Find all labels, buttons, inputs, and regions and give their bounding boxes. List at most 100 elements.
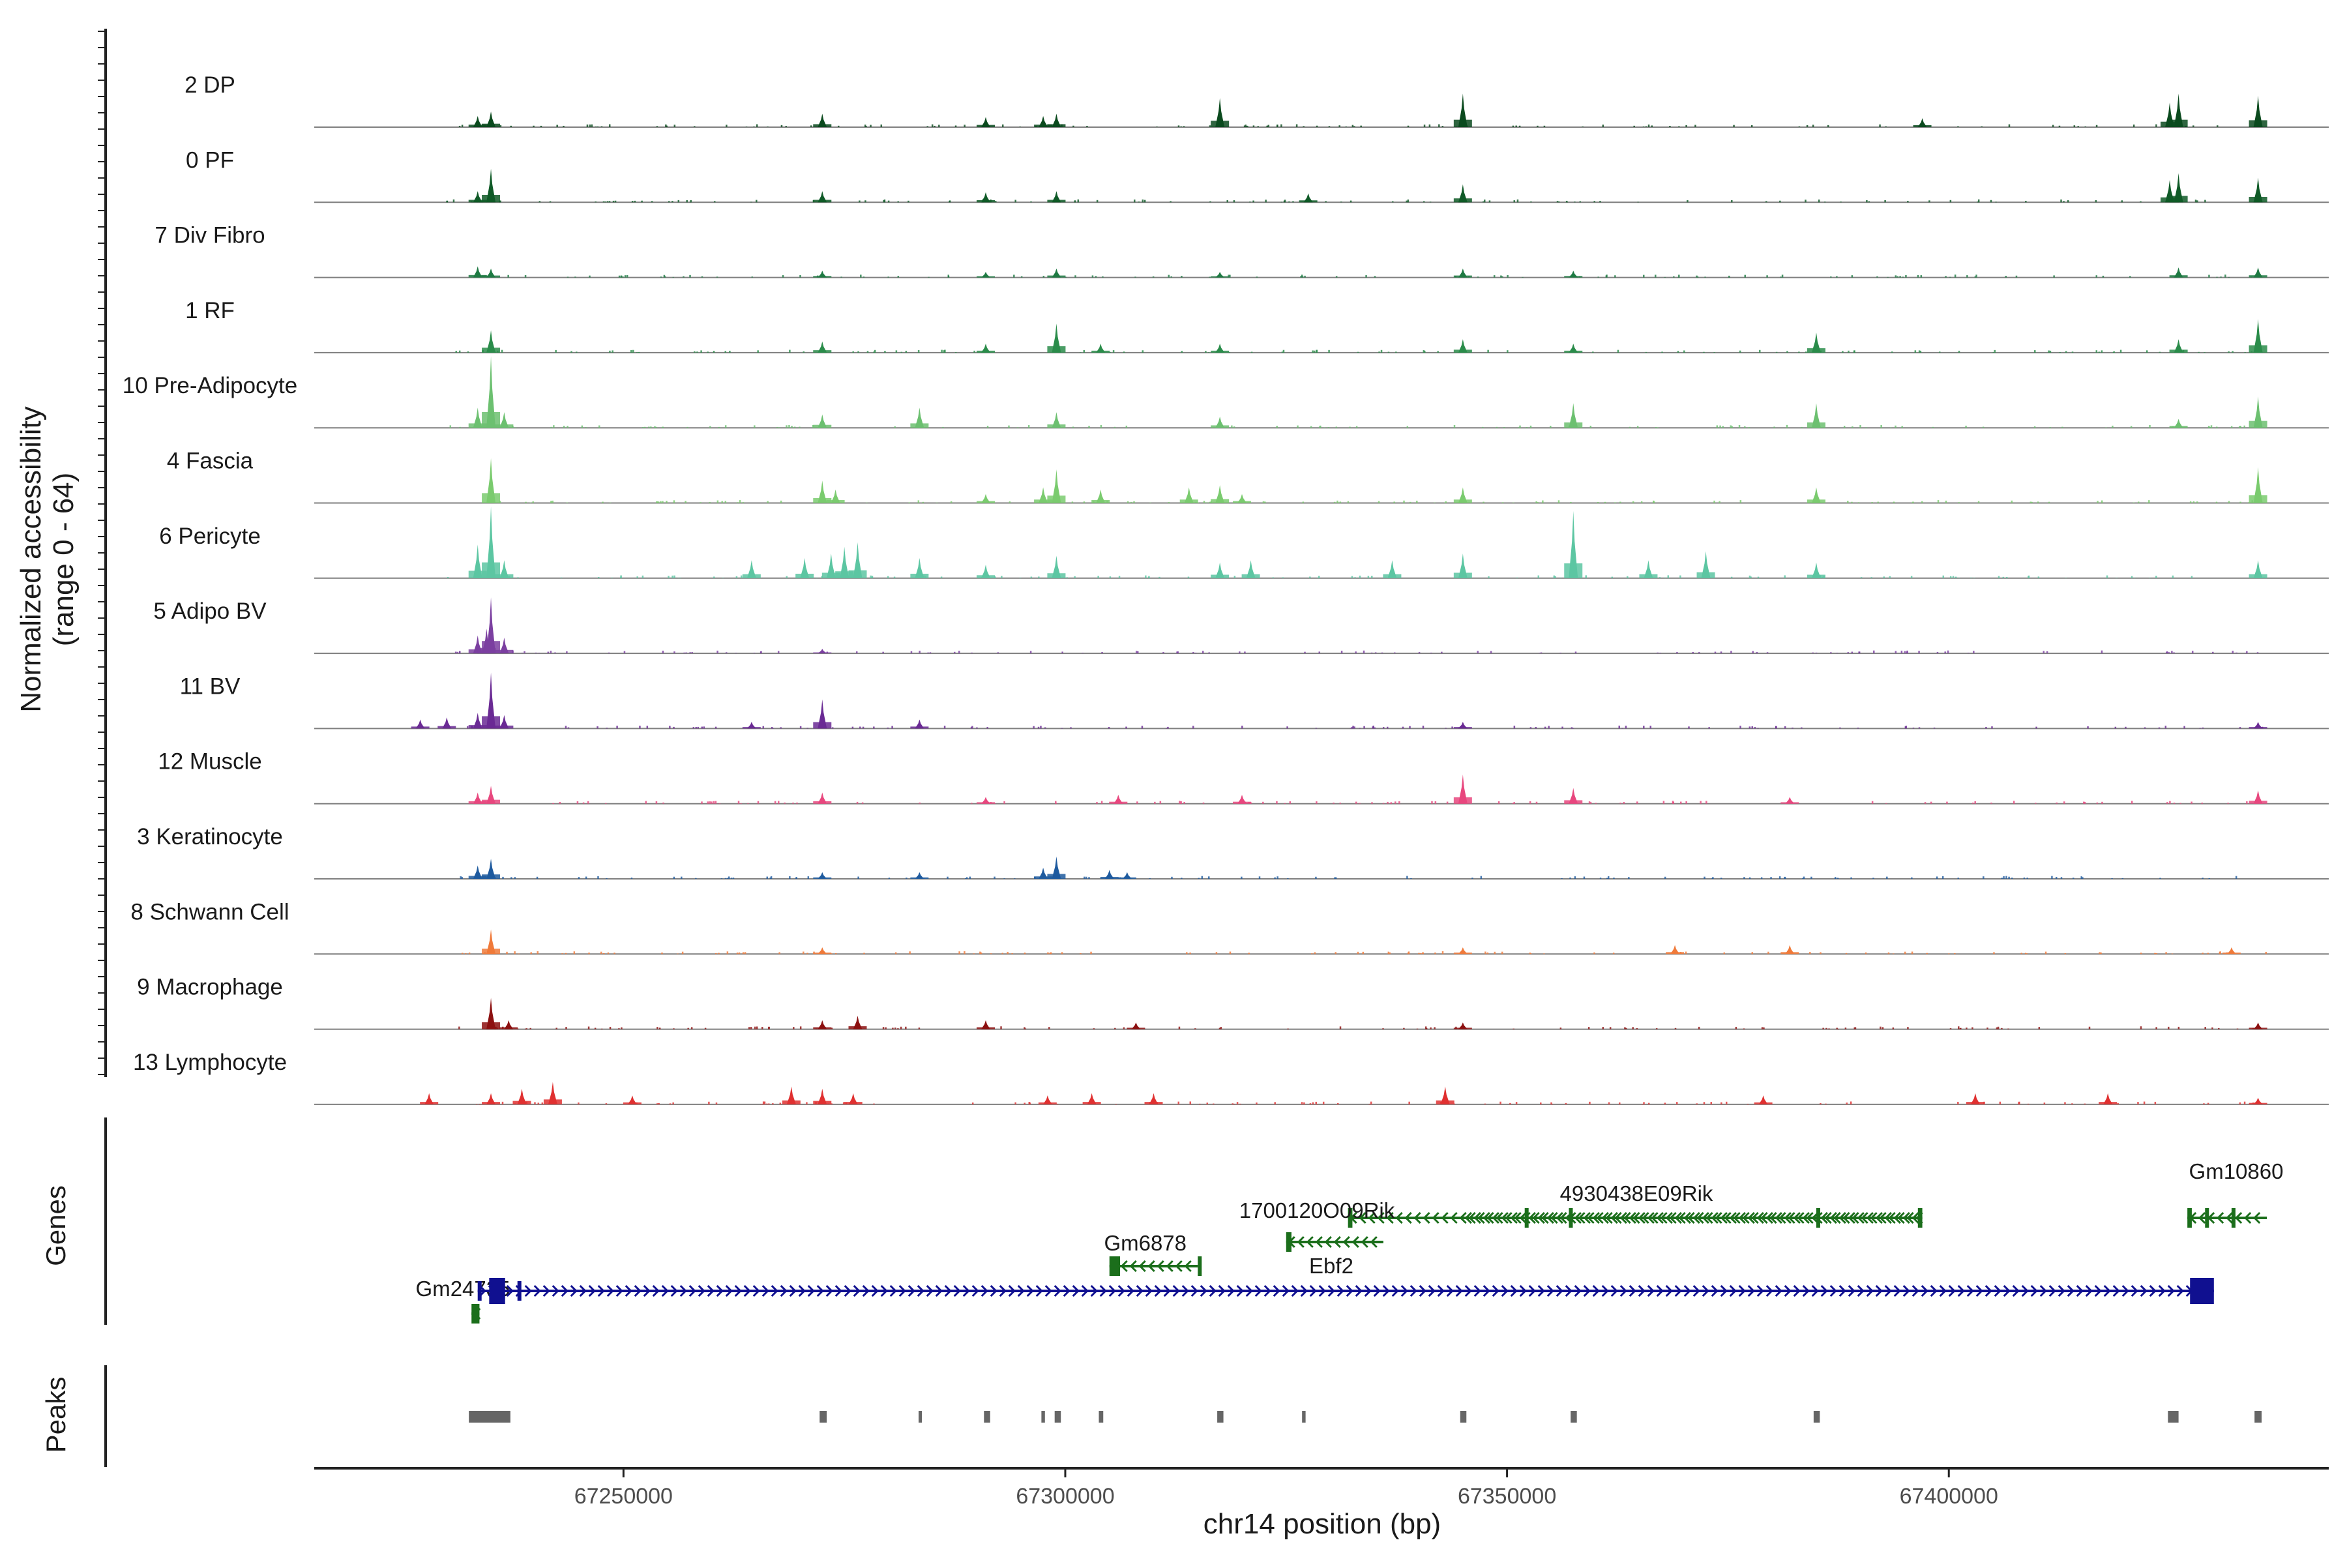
noise-mark [1677, 351, 1679, 353]
noise-mark [1674, 1028, 1677, 1029]
strand-arrow [1629, 1284, 1636, 1297]
noise-mark [1857, 502, 1860, 503]
noise-mark [2102, 275, 2104, 278]
noise-mark [1304, 651, 1306, 654]
noise-mark [552, 803, 554, 804]
noise-mark [738, 952, 741, 954]
noise-mark [882, 1027, 885, 1029]
strand-arrow [652, 1284, 660, 1297]
noise-mark [701, 801, 703, 804]
noise-mark [1617, 349, 1619, 353]
noise-mark [1288, 201, 1290, 203]
noise-mark [1593, 952, 1595, 954]
noise-mark [1643, 274, 1645, 278]
peak-shoulder [813, 497, 832, 503]
noise-mark [1739, 500, 1742, 503]
noise-mark [1309, 1103, 1312, 1104]
strand-arrow [606, 1284, 614, 1297]
noise-mark [467, 351, 469, 353]
strand-arrow [1291, 1284, 1299, 1297]
noise-mark [831, 727, 834, 729]
noise-mark [1839, 727, 1841, 729]
noise-mark [1144, 200, 1146, 203]
strand-arrow [1483, 1284, 1490, 1297]
noise-mark [1266, 125, 1269, 127]
peak-mark [818, 872, 827, 879]
peak-shoulder [468, 570, 487, 578]
peak-mark [1052, 113, 1061, 127]
peak-shoulder [2249, 801, 2267, 804]
noise-mark [726, 878, 729, 879]
noise-mark [1607, 876, 1610, 879]
noise-mark [549, 201, 552, 203]
noise-mark [1301, 1102, 1303, 1104]
noise-mark [1655, 274, 1657, 278]
noise-mark [2101, 350, 2103, 353]
noise-mark [2096, 802, 2099, 804]
noise-mark [673, 876, 675, 879]
noise-mark [1406, 426, 1409, 428]
noise-mark [2202, 878, 2204, 879]
noise-mark [973, 350, 975, 353]
noise-mark [1027, 425, 1030, 428]
noise-mark [1612, 953, 1615, 954]
peak-shoulder [420, 1102, 439, 1104]
noise-mark [2177, 1026, 2180, 1029]
noise-mark [1569, 877, 1571, 879]
noise-mark [2055, 876, 2058, 879]
strand-arrow [1574, 1284, 1582, 1297]
noise-mark [666, 125, 668, 127]
noise-mark [1974, 276, 1977, 278]
strand-arrow [1117, 1284, 1125, 1297]
peak-mark [915, 407, 924, 428]
noise-mark [604, 201, 606, 203]
peak-region [1302, 1411, 1306, 1423]
noise-mark [2106, 575, 2108, 578]
noise-mark [1522, 276, 1524, 278]
track-label: 7 Div Fibro [155, 223, 265, 248]
peak-mark [473, 792, 482, 804]
strand-arrow [643, 1284, 651, 1297]
noise-mark [784, 802, 786, 804]
noise-mark [1949, 276, 1951, 278]
noise-mark [1183, 126, 1185, 127]
noise-mark [1818, 200, 1820, 203]
strand-arrow [634, 1284, 642, 1297]
strand-arrow [1784, 1211, 1792, 1224]
noise-mark [1899, 276, 1901, 278]
noise-mark [1318, 576, 1320, 578]
y-axis-title: Normalized accessibility [15, 406, 47, 712]
peak-mark [2253, 467, 2263, 503]
noise-mark [715, 801, 717, 804]
noise-mark [1276, 426, 1278, 428]
exon-block [1109, 1256, 1120, 1276]
strand-arrow [1370, 1235, 1378, 1249]
peak-shoulder [543, 1099, 562, 1104]
peak-shoulder [813, 953, 832, 954]
noise-mark [707, 801, 709, 804]
noise-mark [1206, 1102, 1209, 1104]
noise-mark [709, 426, 711, 428]
strand-arrow [2039, 1284, 2047, 1297]
noise-mark [1822, 1028, 1824, 1029]
peak-mark [473, 407, 482, 428]
noise-mark [1487, 349, 1489, 353]
noise-mark [595, 126, 597, 127]
noise-mark [1924, 802, 1926, 804]
peak-mark [548, 1082, 557, 1104]
noise-mark [760, 651, 762, 654]
strand-arrow [1157, 1260, 1164, 1273]
noise-mark [2114, 726, 2117, 729]
coverage-track: 6 Pericyte [159, 506, 2329, 579]
noise-mark [1535, 501, 1537, 503]
coverage-track: 10 Pre-Adipocyte [123, 356, 2329, 429]
strand-arrow [1492, 1284, 1499, 1297]
peak-shoulder [910, 877, 929, 879]
noise-mark [1256, 276, 1258, 278]
noise-mark [2023, 877, 2026, 879]
noise-mark [1496, 426, 1498, 428]
noise-mark [514, 427, 516, 428]
peak-mark [486, 268, 496, 278]
noise-mark [870, 125, 872, 127]
noise-mark [715, 1102, 718, 1104]
